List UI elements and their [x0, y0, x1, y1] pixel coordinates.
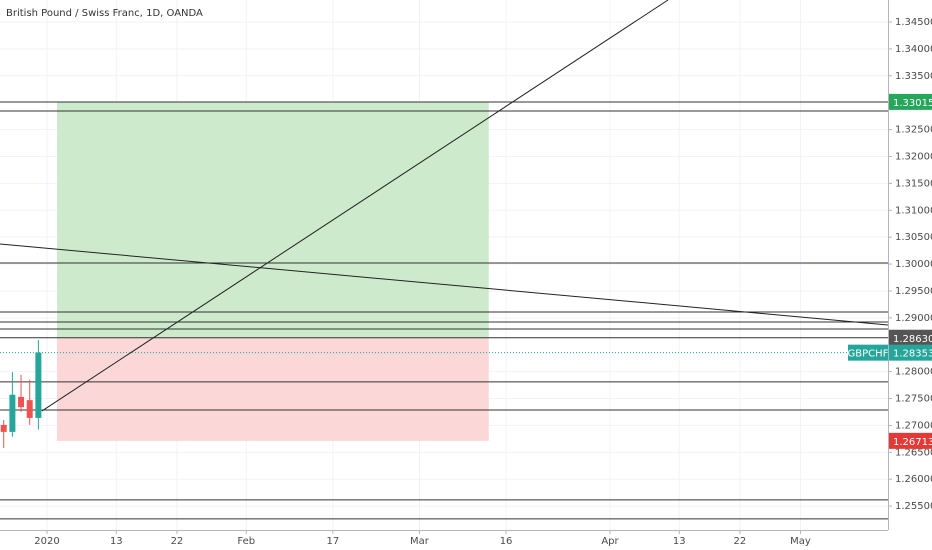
- trend-line: [0, 243, 889, 326]
- y-tick-label: 1.31000: [895, 205, 932, 216]
- y-tick-label: 1.27500: [895, 394, 932, 405]
- y-tick-label: 1.29500: [895, 286, 932, 297]
- y-tick-label: 1.29000: [895, 313, 932, 324]
- x-tick-label: 17: [326, 536, 339, 547]
- y-tick-label: 1.31500: [895, 178, 932, 189]
- x-tick-label: 2020: [34, 536, 59, 547]
- x-tick-label: May: [790, 536, 811, 547]
- target-price-box: [889, 93, 932, 110]
- x-tick-label: 22: [734, 536, 747, 547]
- plot: [0, 0, 889, 520]
- target-price-label: 1.33015: [893, 98, 932, 109]
- y-tick-label: 1.34000: [895, 44, 932, 55]
- x-tick-label: 13: [110, 536, 123, 547]
- stop-price-box: [889, 432, 932, 449]
- y-tick-label: 1.32500: [895, 125, 932, 136]
- loss-zone: [56, 337, 489, 441]
- x-tick-label: 13: [673, 536, 686, 547]
- y-tick-label: 1.30000: [895, 259, 932, 270]
- symbol-label: GBPCHF: [848, 349, 889, 360]
- x-tick-label: 22: [171, 536, 184, 547]
- candle-body: [9, 394, 16, 432]
- x-tick-label: Apr: [601, 536, 619, 547]
- y-tick-label: 1.25500: [895, 501, 932, 512]
- last-price-box: [889, 344, 932, 361]
- y-tick-label: 1.26000: [895, 474, 932, 485]
- candle-body: [26, 400, 33, 418]
- symbol-box: [848, 344, 888, 361]
- candle-body: [18, 396, 25, 408]
- x-tick-label: Feb: [237, 536, 255, 547]
- x-tick-label: 16: [500, 536, 513, 547]
- y-tick-label: 1.34500: [895, 17, 932, 28]
- stop-price-label: 1.26713: [893, 437, 932, 448]
- trend-line: [41, 0, 669, 412]
- x-tick-label: Mar: [410, 536, 430, 547]
- axes: 1.34500 1.34000 1.33500 1.32500 1.32000 1.315…: [34, 17, 932, 547]
- last-price-label: 1.28353: [893, 349, 932, 360]
- y-tick-label: 1.27000: [895, 420, 932, 431]
- candle-body: [0, 424, 7, 432]
- y-tick-label: 1.33500: [895, 71, 932, 82]
- entry-price-box: [889, 329, 932, 346]
- y-tick-label: 1.30500: [895, 232, 932, 243]
- entry-price-label: 1.28630: [893, 334, 932, 345]
- candle-body: [35, 352, 42, 418]
- y-tick-label: 1.26500: [895, 447, 932, 458]
- y-tick-label: 1.32000: [895, 151, 932, 162]
- profit-zone: [56, 101, 489, 338]
- chart-title: British Pound / Swiss Franc, 1D, OANDA: [6, 8, 203, 19]
- y-tick-label: 1.28000: [895, 367, 932, 378]
